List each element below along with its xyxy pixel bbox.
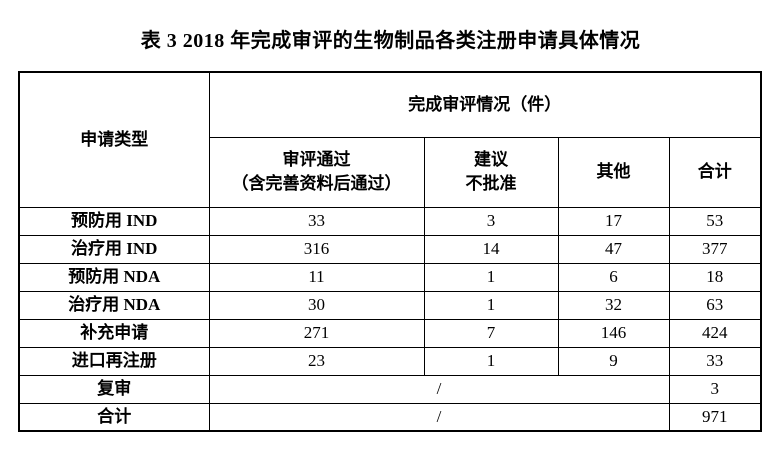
merged-slash-cell: / xyxy=(208,402,670,432)
table-row-grand-total: 合计 / 971 xyxy=(18,402,762,432)
data-cell: 47 xyxy=(557,234,670,264)
data-cell: 33 xyxy=(668,346,762,376)
corner-header-application-type: 申请类型 xyxy=(18,71,210,208)
data-cell: 30 xyxy=(208,290,425,320)
table-row-preventive-ind: 预防用 IND 33 3 17 53 xyxy=(18,206,762,236)
data-cell: 7 xyxy=(423,318,559,348)
data-cell: 33 xyxy=(208,206,425,236)
data-cell: 32 xyxy=(557,290,670,320)
data-cell: 53 xyxy=(668,206,762,236)
column-header-approved: 审评通过 （含完善资料后通过） xyxy=(208,136,425,208)
data-cell: 1 xyxy=(423,346,559,376)
data-cell: 63 xyxy=(668,290,762,320)
data-cell: 3 xyxy=(423,206,559,236)
merged-slash-cell: / xyxy=(208,374,670,404)
row-label: 进口再注册 xyxy=(18,346,210,376)
header-row-columns: 审评通过 （含完善资料后通过） 建议 不批准 其他 合计 xyxy=(19,136,762,208)
data-cell: 18 xyxy=(668,262,762,292)
row-label: 治疗用 IND xyxy=(18,234,210,264)
column-header-recommend-reject-line1: 建议 xyxy=(474,150,508,170)
table-row-import-reregistration: 进口再注册 23 1 9 33 xyxy=(18,346,762,376)
column-header-approved-line2: （含完善资料后通过） xyxy=(231,174,402,193)
table-row-therapeutic-ind: 治疗用 IND 316 14 47 377 xyxy=(18,234,762,264)
data-cell: 14 xyxy=(423,234,559,264)
column-header-recommend-reject-line2: 不批准 xyxy=(465,174,517,193)
table-row-preventive-nda: 预防用 NDA 11 1 6 18 xyxy=(18,262,762,292)
data-cell: 23 xyxy=(208,346,425,376)
table-row-therapeutic-nda: 治疗用 NDA 30 1 32 63 xyxy=(18,290,762,320)
row-label: 预防用 IND xyxy=(18,206,210,236)
data-cell: 146 xyxy=(557,318,670,348)
column-header-total: 合计 xyxy=(668,136,762,208)
column-header-recommend-reject: 建议 不批准 xyxy=(423,136,559,208)
total-cell: 971 xyxy=(668,402,762,432)
data-cell: 1 xyxy=(423,290,559,320)
data-cell: 9 xyxy=(557,346,670,376)
header-row-group: 申请类型 完成审评情况（件） xyxy=(18,71,762,208)
data-cell: 17 xyxy=(557,206,670,236)
document-page: 表 3 2018 年完成审评的生物制品各类注册申请具体情况 申请类型 完成审评情… xyxy=(0,24,781,432)
data-cell: 424 xyxy=(668,318,762,348)
row-label: 补充申请 xyxy=(18,318,210,348)
data-cell: 316 xyxy=(208,234,425,264)
table-row-reexamination: 复审 / 3 xyxy=(18,374,762,404)
data-cell: 1 xyxy=(423,262,559,292)
data-cell: 377 xyxy=(668,234,762,264)
table-title: 表 3 2018 年完成审评的生物制品各类注册申请具体情况 xyxy=(140,30,641,52)
data-cell: 6 xyxy=(557,262,670,292)
column-header-other: 其他 xyxy=(557,136,670,208)
row-label: 预防用 NDA xyxy=(18,262,210,292)
data-cell: 11 xyxy=(208,262,425,292)
data-cell: 271 xyxy=(208,318,425,348)
column-header-approved-line1: 审评通过 xyxy=(282,150,351,170)
row-label: 治疗用 NDA xyxy=(18,290,210,320)
group-header-review-completed: 完成审评情况（件） xyxy=(208,71,762,138)
row-label: 合计 xyxy=(18,402,210,432)
registration-review-table: 申请类型 完成审评情况（件） 审评通过 （含完善资料后通过） 建议 不批准 其他… xyxy=(18,71,762,432)
table-row-supplementary-application: 补充申请 271 7 146 424 xyxy=(18,318,762,348)
row-label: 复审 xyxy=(18,374,210,404)
total-cell: 3 xyxy=(668,374,762,404)
